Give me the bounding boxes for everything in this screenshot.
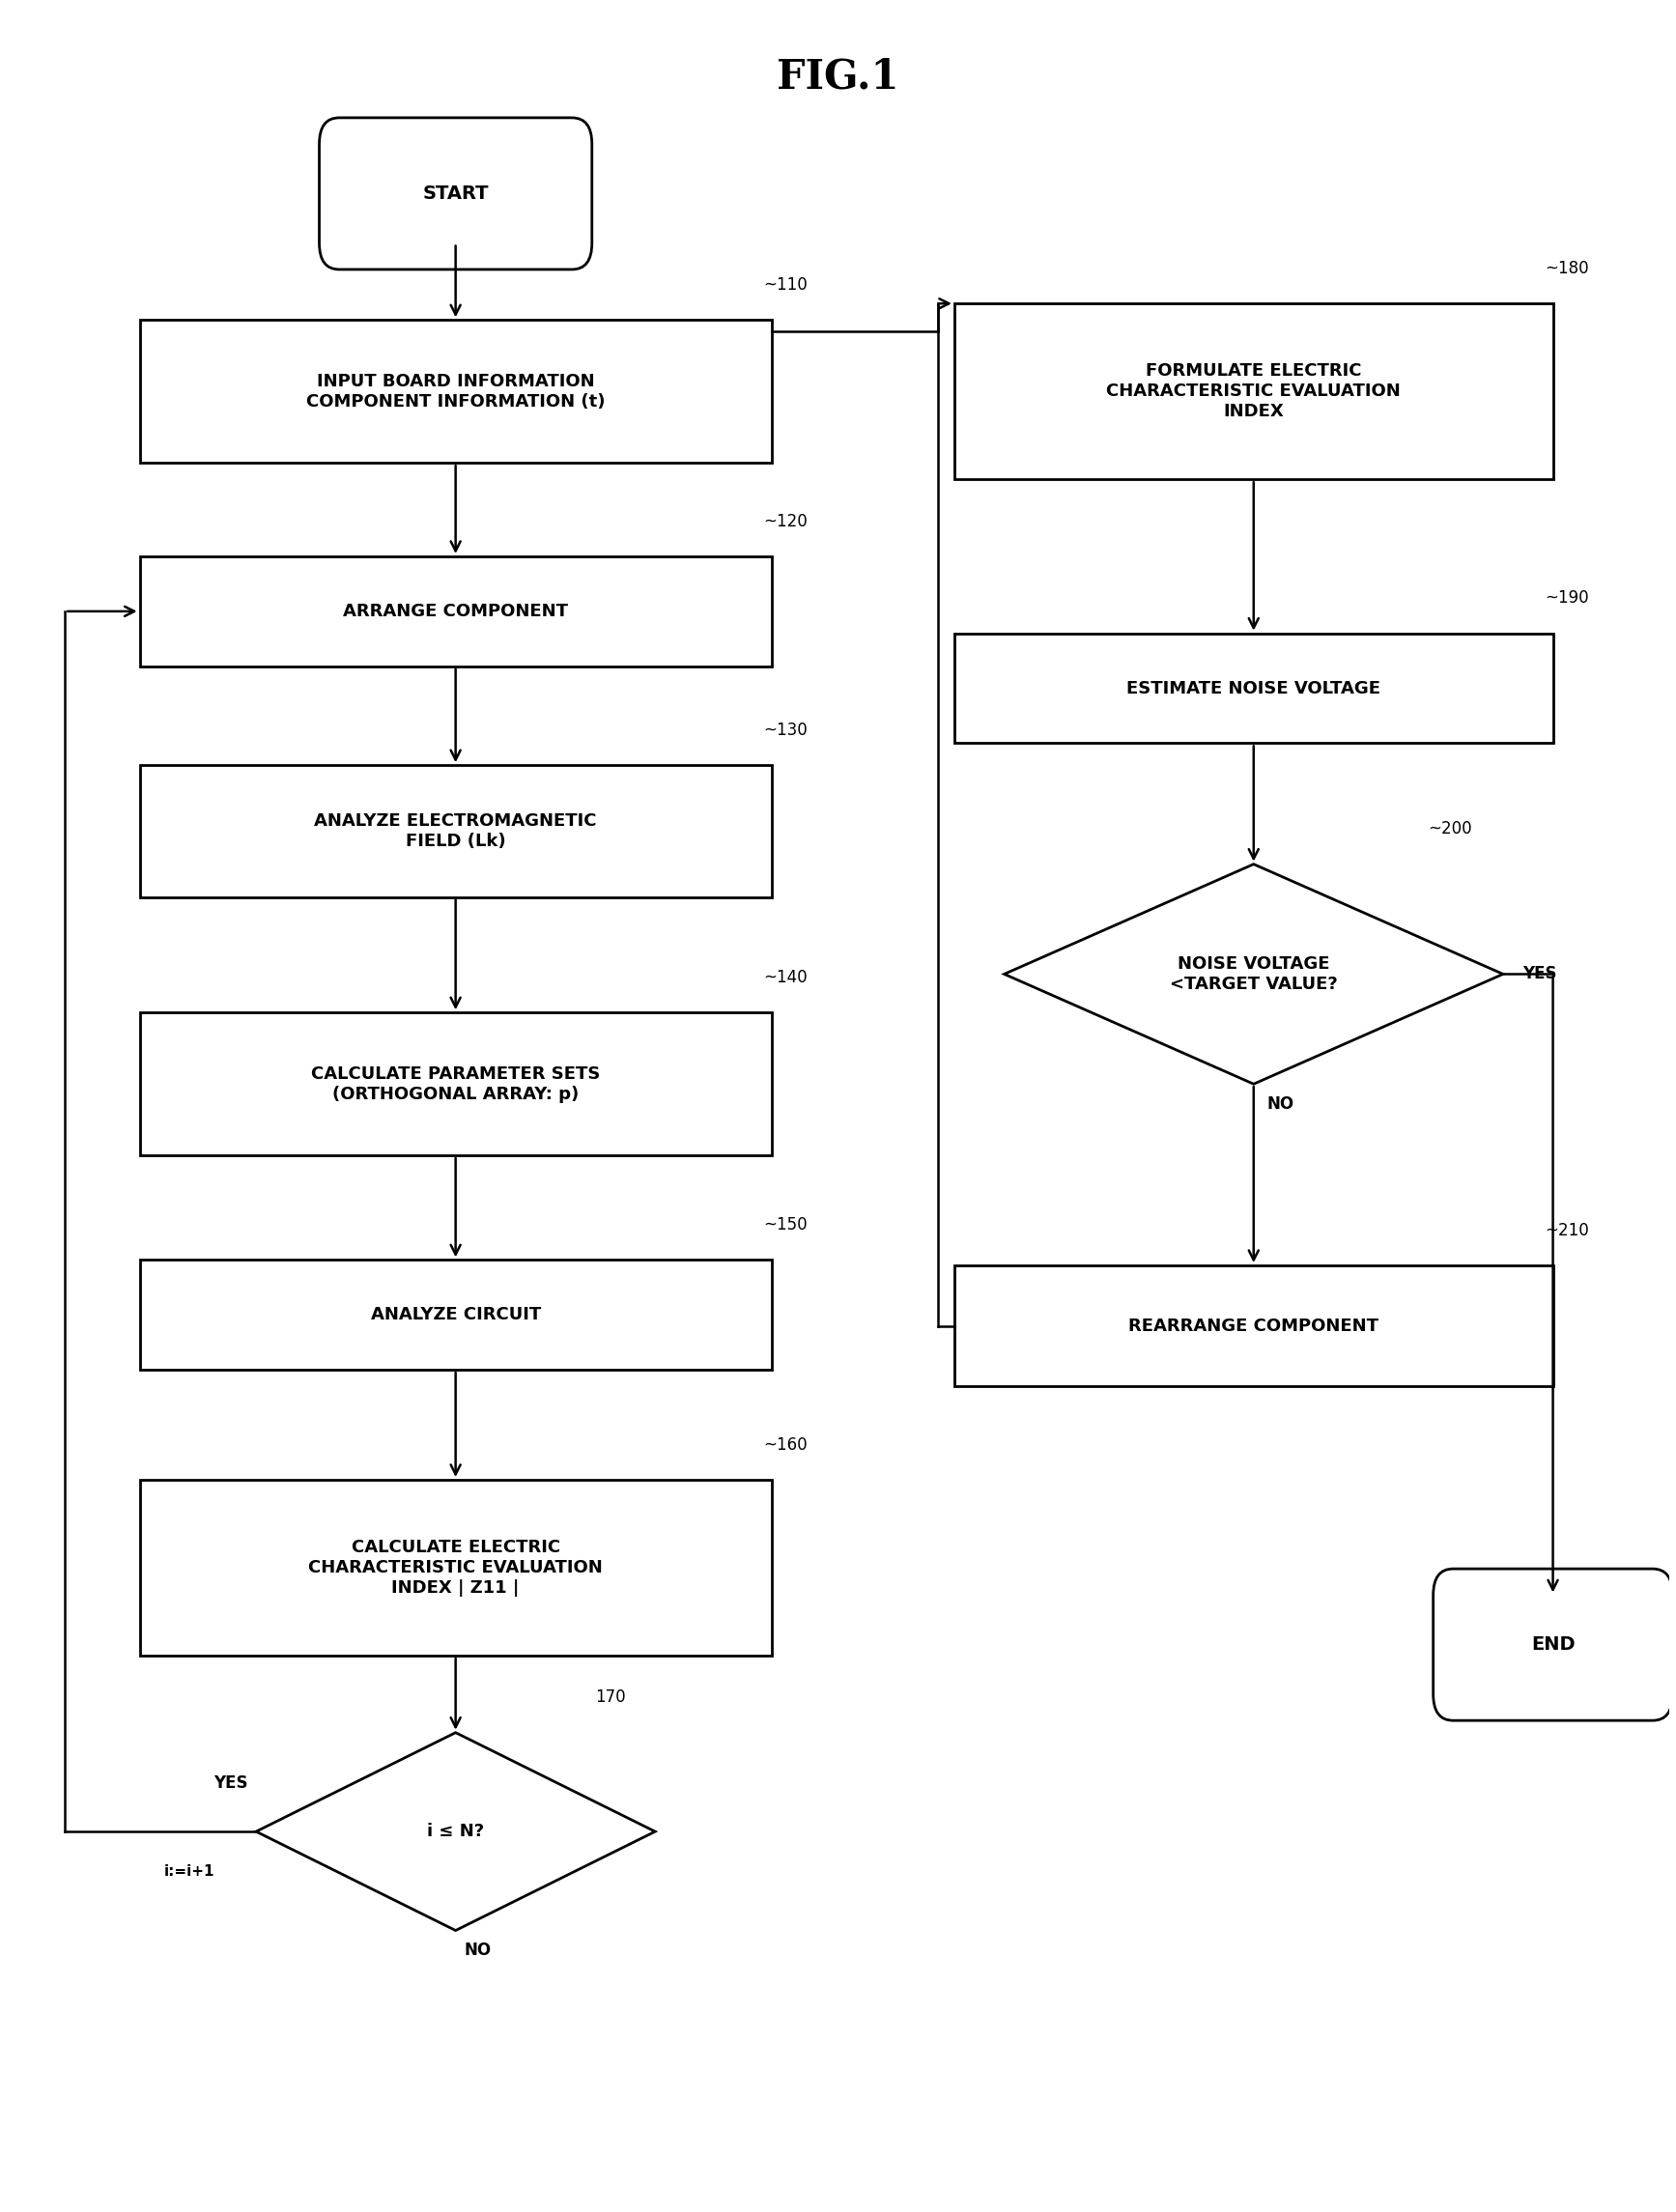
Text: ~200: ~200 bbox=[1428, 821, 1472, 838]
Text: YES: YES bbox=[1523, 964, 1557, 982]
Text: START: START bbox=[422, 184, 489, 204]
Text: CALCULATE ELECTRIC
CHARACTERISTIC EVALUATION
INDEX | Z11 |: CALCULATE ELECTRIC CHARACTERISTIC EVALUA… bbox=[308, 1540, 603, 1597]
Text: INPUT BOARD INFORMATION
COMPONENT INFORMATION (t): INPUT BOARD INFORMATION COMPONENT INFORM… bbox=[307, 372, 605, 409]
Text: ARRANGE COMPONENT: ARRANGE COMPONENT bbox=[344, 602, 568, 619]
Text: ~160: ~160 bbox=[763, 1436, 808, 1453]
Text: END: END bbox=[1530, 1635, 1575, 1655]
Bar bbox=[954, 303, 1554, 480]
Text: REARRANGE COMPONENT: REARRANGE COMPONENT bbox=[1128, 1316, 1379, 1334]
Text: ~130: ~130 bbox=[763, 721, 808, 739]
Text: NOISE VOLTAGE
<TARGET VALUE?: NOISE VOLTAGE <TARGET VALUE? bbox=[1170, 956, 1337, 993]
Bar bbox=[139, 765, 771, 898]
Text: i ≤ N?: i ≤ N? bbox=[427, 1823, 484, 1840]
Text: ~150: ~150 bbox=[763, 1217, 808, 1234]
Text: ~210: ~210 bbox=[1545, 1221, 1589, 1239]
Text: ESTIMATE NOISE VOLTAGE: ESTIMATE NOISE VOLTAGE bbox=[1126, 679, 1381, 697]
Text: NO: NO bbox=[1267, 1095, 1294, 1113]
Text: 170: 170 bbox=[595, 1688, 625, 1705]
Text: YES: YES bbox=[213, 1774, 248, 1792]
Text: ~190: ~190 bbox=[1545, 591, 1589, 606]
Text: CALCULATE PARAMETER SETS
(ORTHOGONAL ARRAY: p): CALCULATE PARAMETER SETS (ORTHOGONAL ARR… bbox=[312, 1066, 600, 1104]
Text: ~140: ~140 bbox=[763, 969, 808, 987]
Text: ~120: ~120 bbox=[763, 513, 808, 531]
Bar bbox=[139, 1261, 771, 1369]
Text: ANALYZE CIRCUIT: ANALYZE CIRCUIT bbox=[370, 1305, 541, 1323]
Text: FORMULATE ELECTRIC
CHARACTERISTIC EVALUATION
INDEX: FORMULATE ELECTRIC CHARACTERISTIC EVALUA… bbox=[1106, 363, 1401, 420]
FancyBboxPatch shape bbox=[318, 117, 592, 270]
Text: NO: NO bbox=[464, 1942, 491, 1960]
Polygon shape bbox=[256, 1732, 655, 1931]
Text: FIG.1: FIG.1 bbox=[778, 58, 898, 97]
Bar bbox=[954, 1265, 1554, 1387]
Bar bbox=[139, 1013, 771, 1155]
Polygon shape bbox=[1004, 865, 1503, 1084]
Bar bbox=[139, 1480, 771, 1655]
Bar bbox=[954, 633, 1554, 743]
Text: i:=i+1: i:=i+1 bbox=[164, 1865, 215, 1878]
FancyBboxPatch shape bbox=[1433, 1568, 1673, 1721]
Bar bbox=[139, 321, 771, 462]
Text: ~110: ~110 bbox=[763, 276, 808, 294]
Bar bbox=[139, 557, 771, 666]
Text: ANALYZE ELECTROMAGNETIC
FIELD (Lk): ANALYZE ELECTROMAGNETIC FIELD (Lk) bbox=[315, 812, 597, 849]
Text: ~180: ~180 bbox=[1545, 259, 1589, 276]
